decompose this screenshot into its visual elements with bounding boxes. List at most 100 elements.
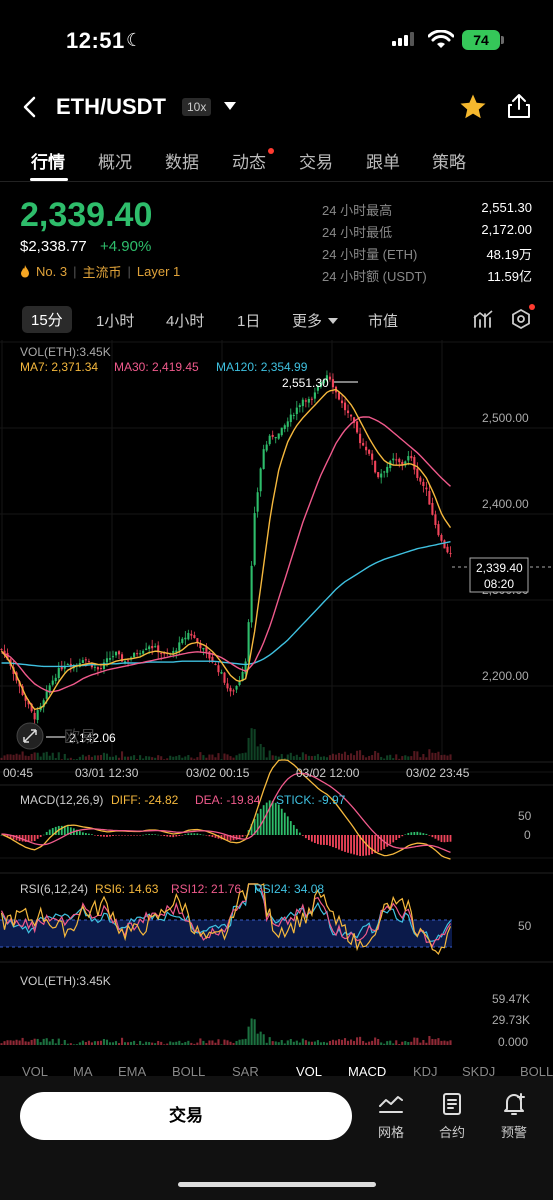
volume-bar	[362, 755, 365, 760]
leverage-badge: 10x	[182, 98, 212, 116]
trade-button[interactable]: 交易	[20, 1092, 352, 1140]
macd-stick	[94, 835, 96, 836]
volume-bar	[374, 1037, 377, 1045]
macd-stick	[193, 833, 196, 835]
candle-body	[202, 647, 205, 650]
interval-market-cap[interactable]: 市值	[368, 313, 399, 330]
indicator-sar[interactable]: SAR	[232, 1064, 259, 1076]
volume-bar	[380, 756, 383, 760]
candle-body	[337, 392, 341, 400]
macd-stick	[395, 835, 398, 840]
interval-1d[interactable]: 1日	[237, 313, 261, 330]
volume-bar	[48, 1041, 51, 1045]
tab-overview[interactable]: 概况	[98, 153, 132, 172]
interval-1h[interactable]: 1小时	[96, 313, 135, 330]
rank-tag[interactable]: No. 3	[36, 264, 68, 279]
contract-button[interactable]: 合约	[427, 1092, 477, 1141]
indicator-ma[interactable]: MA	[73, 1064, 93, 1076]
volume-bar	[69, 757, 72, 760]
volume-bar	[271, 755, 274, 760]
volume-bar	[6, 754, 9, 760]
volume-bar	[346, 755, 350, 760]
tab-data[interactable]: 数据	[165, 153, 199, 172]
macd-stick	[154, 834, 157, 835]
indicator-kdj[interactable]: KDJ	[413, 1064, 438, 1076]
alert-button[interactable]: 预警	[489, 1092, 539, 1141]
volume-bar	[334, 754, 338, 760]
indicator-vol[interactable]: VOL	[22, 1064, 49, 1076]
candle-body	[259, 468, 262, 492]
volume-bar	[178, 755, 181, 760]
macd-stick	[320, 835, 322, 845]
volume-bar	[163, 759, 166, 760]
tab-feed[interactable]: 动态	[232, 153, 266, 172]
volume-bar	[154, 1043, 157, 1045]
back-arrow-icon[interactable]	[22, 96, 36, 118]
volume-bar	[431, 1038, 434, 1045]
tab-trade[interactable]: 交易	[299, 153, 333, 172]
volume-bar	[130, 756, 133, 760]
volume-bar	[33, 752, 36, 760]
exchange-watermark: 欧易	[64, 728, 96, 746]
macd-stick	[443, 835, 446, 843]
tab-strategy[interactable]: 策略	[432, 153, 466, 172]
indicator-ema[interactable]: EMA	[118, 1064, 147, 1076]
pair-dropdown-caret-icon[interactable]	[224, 102, 236, 110]
y-tick: 2,200.00	[482, 669, 529, 683]
volume-bar	[440, 1040, 443, 1045]
macd-y-tick: 50	[518, 809, 532, 823]
share-icon[interactable]	[506, 92, 532, 120]
volume-bar	[57, 752, 60, 760]
volume-bar	[256, 746, 259, 760]
favorite-star-icon[interactable]	[458, 92, 488, 122]
volume-bar	[304, 754, 307, 760]
volume-bar	[166, 1043, 169, 1045]
volume-bar	[280, 1040, 283, 1045]
indicator-boll[interactable]: BOLL	[172, 1064, 206, 1076]
volume-bar	[0, 1043, 3, 1045]
candle-body	[440, 534, 443, 541]
chart-settings-icon[interactable]	[510, 308, 532, 330]
indicator-chart-icon[interactable]	[472, 308, 494, 330]
interval-more[interactable]: 更多	[292, 313, 323, 330]
candle-body	[271, 434, 274, 437]
usd-price: $2,338.77	[20, 238, 87, 255]
category-tag[interactable]: 主流币	[82, 265, 122, 280]
candle-body	[289, 414, 292, 423]
volume-bar	[235, 1041, 238, 1045]
macd-stick	[184, 834, 187, 835]
fullscreen-expand-icon[interactable]	[16, 722, 44, 750]
volume-bar	[371, 1040, 374, 1045]
interval-4h[interactable]: 4小时	[166, 313, 205, 330]
indicator-boll-sub[interactable]: BOLL	[520, 1064, 553, 1076]
macd-stick	[112, 835, 114, 836]
tab-market[interactable]: 行情	[31, 153, 65, 172]
layer-tag[interactable]: Layer 1	[136, 264, 181, 279]
rsi12-line	[0, 883, 451, 948]
macd-stick	[12, 835, 15, 840]
macd-stick	[280, 808, 283, 835]
interval-15m[interactable]: 15分	[22, 306, 72, 333]
volume-bar	[325, 1042, 329, 1045]
indicator-macd[interactable]: MACD	[348, 1064, 387, 1076]
candle-body	[374, 461, 377, 473]
grid-button[interactable]: 网格	[366, 1092, 416, 1141]
volume-bar	[151, 1042, 154, 1045]
candle-body	[328, 376, 332, 380]
candle-body	[392, 458, 395, 461]
more-caret-icon[interactable]	[328, 318, 338, 324]
pair-title[interactable]: ETH/USDT	[56, 94, 166, 119]
macd-stick	[15, 835, 18, 841]
tab-copy-trading[interactable]: 跟单	[366, 153, 400, 172]
kline-chart[interactable]: VOL(ETH):3.45K MA7: 2,371.34 MA30: 2,419…	[0, 340, 553, 1050]
volume-bar	[295, 1040, 298, 1045]
candle-body	[175, 650, 178, 653]
macd-stick	[241, 835, 244, 837]
macd-stick	[223, 835, 226, 840]
indicator-skdj[interactable]: SKDJ	[462, 1064, 496, 1076]
candle-body	[163, 653, 166, 655]
volume-bar	[142, 758, 145, 760]
candle-body	[434, 514, 437, 526]
indicator-vol-sub[interactable]: VOL	[296, 1064, 323, 1076]
volume-bar	[250, 1018, 253, 1045]
